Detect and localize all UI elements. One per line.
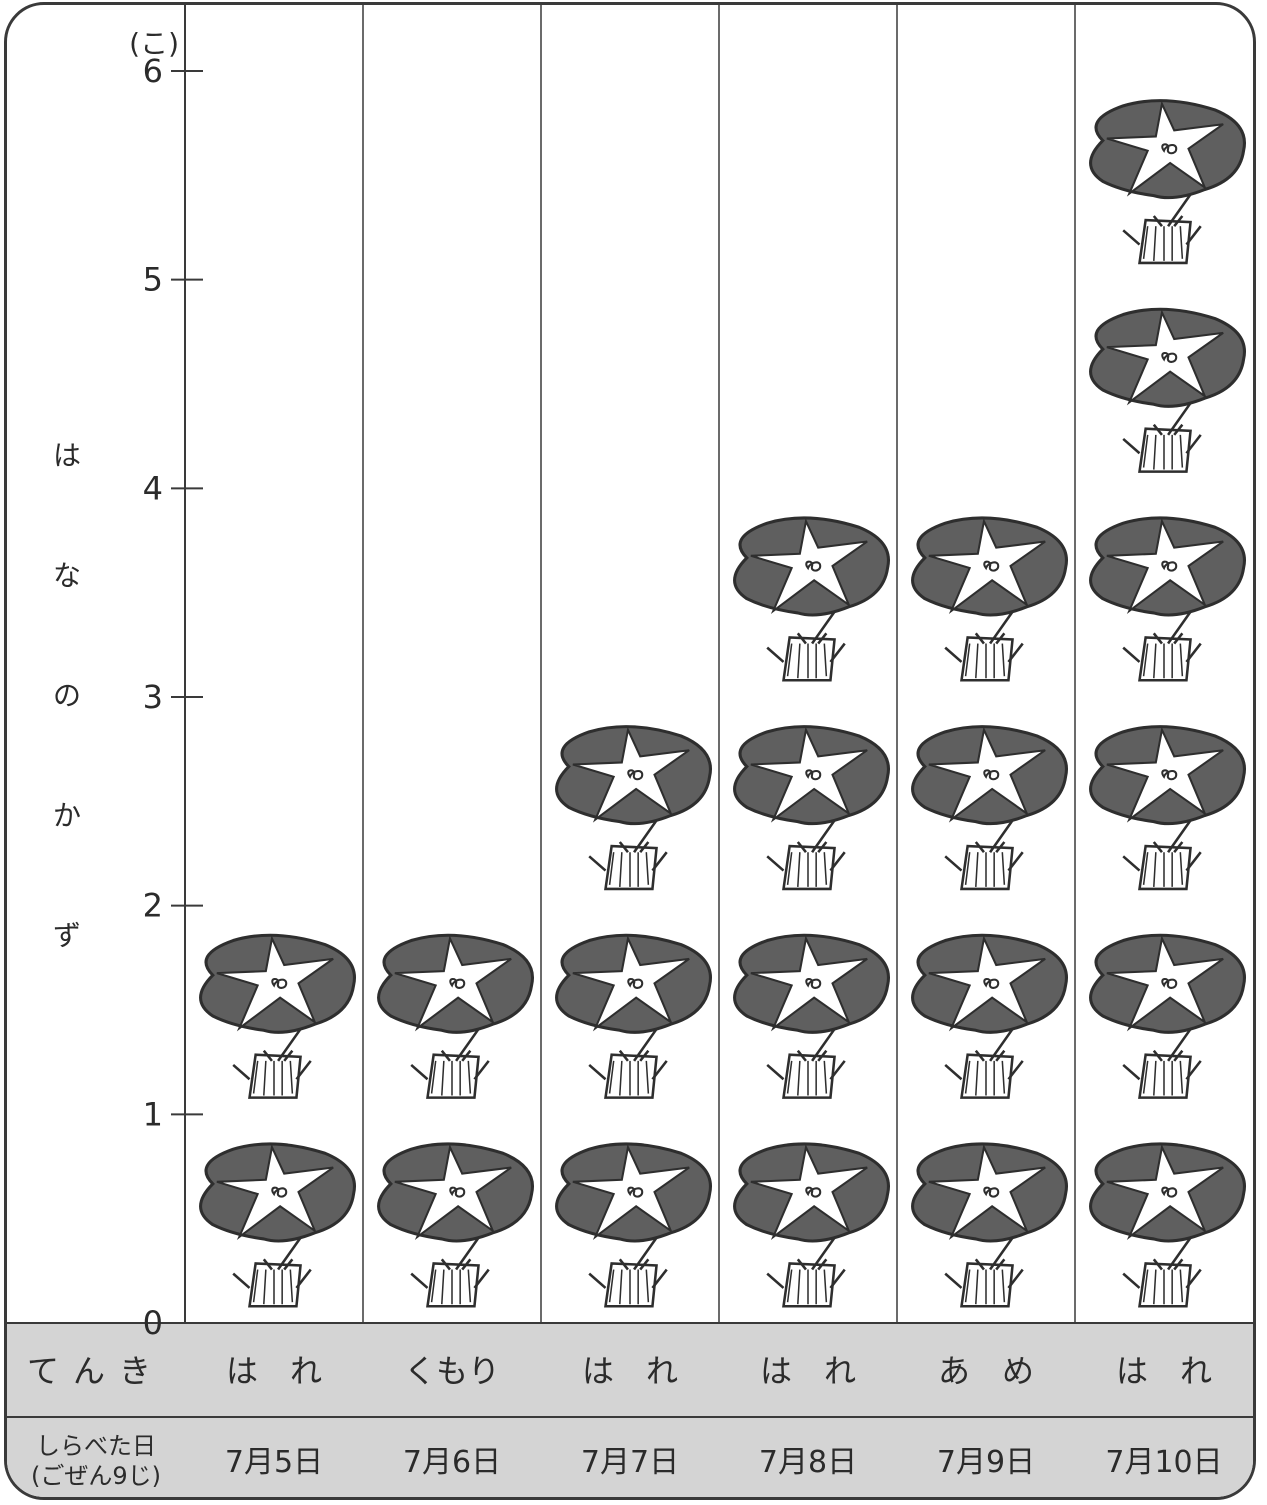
flower-icon [555,725,713,891]
flower-icon [911,1142,1069,1308]
flower-icon [733,933,891,1100]
flower-icon [1089,516,1247,682]
date-cell: 7月10日 [1105,1445,1222,1480]
weather-row-header: てんき [27,1352,165,1390]
flower-icon [1089,307,1247,474]
y-axis-title-char: な [53,559,81,592]
flower-icon [377,933,535,1100]
weather-cell: は れ [226,1352,322,1390]
y-axis-title-char: ず [53,919,81,952]
date-cell: 7月7日 [581,1445,679,1480]
date-cell: 7月8日 [759,1445,857,1480]
flower-icon [733,725,891,891]
y-axis-title-char: の [53,679,81,712]
flower-icon [1089,1142,1247,1308]
flower-icon [1089,933,1247,1100]
flower-icon [733,516,891,682]
weather-cell: は れ [582,1352,678,1390]
date-cell: 7月9日 [937,1445,1035,1480]
flower-icon [911,516,1069,682]
weather-cell: くもり [404,1352,500,1390]
weather-cell: は れ [1116,1352,1212,1390]
flower-icon [911,725,1069,891]
y-tick-label: 6 [143,52,163,90]
flower-icon [911,933,1069,1100]
table-background [7,1323,1253,1497]
y-tick-label: 5 [143,261,163,299]
date-row-header-line1: しらべた日 [36,1432,156,1460]
y-tick-label: 2 [143,887,163,925]
flower-icon [377,1142,535,1308]
y-axis-title-char: は [53,439,81,472]
date-row-header-line2: (ごぜん9じ) [31,1462,161,1490]
weather-cell: は れ [760,1352,856,1390]
y-tick-label: 0 [143,1304,163,1342]
flower-icon [199,933,357,1100]
date-cell: 7月5日 [225,1445,323,1480]
flower-icon [199,1142,357,1308]
y-axis-title-char: か [53,799,81,832]
flower-icon [733,1142,891,1308]
chart-card: 0 1 2 3 4 5 6 (こ) はなのかずてんき は れ くもり は れ は れ あ め は れしらべた… [4,2,1256,1500]
y-unit-label: (こ) [129,27,179,60]
y-tick-label: 1 [143,1095,163,1133]
date-cell: 7月6日 [403,1445,501,1480]
flower-icon [555,1142,713,1308]
weather-cell: あ め [938,1352,1034,1390]
y-tick-label: 3 [143,678,163,716]
flower-icon [555,933,713,1100]
flower-icon [1089,99,1247,265]
flower-icon [1089,725,1247,891]
y-tick-label: 4 [143,469,163,507]
